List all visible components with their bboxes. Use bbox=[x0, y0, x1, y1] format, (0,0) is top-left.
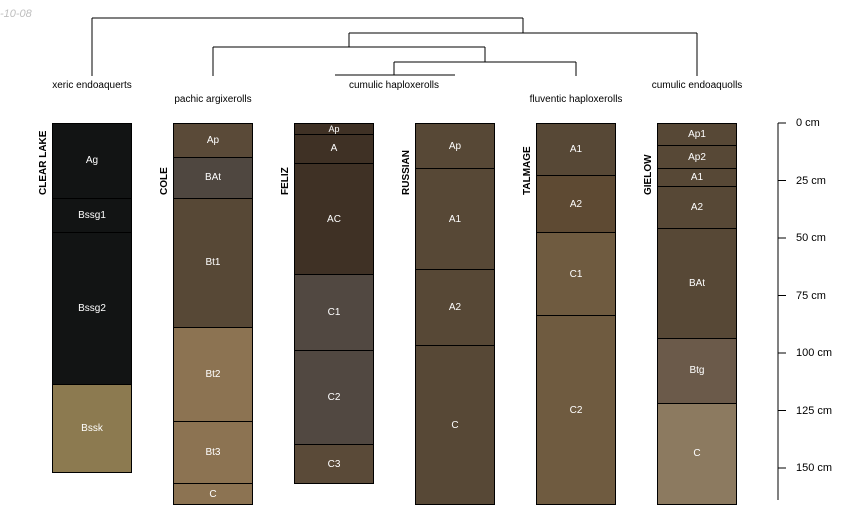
depth-tick-label: 100 cm bbox=[796, 347, 833, 359]
horizon-bat: BAt bbox=[657, 228, 737, 340]
horizon-c: C bbox=[657, 403, 737, 505]
profile-name-gielow: GIELOW bbox=[643, 154, 654, 195]
taxonomy-label-fluventic: fluventic haploxerolls bbox=[529, 94, 623, 105]
horizon-bat: BAt bbox=[173, 157, 253, 199]
taxonomy-label-cumulic-hap: cumulic haploxerolls bbox=[348, 80, 440, 91]
taxonomy-label-cumulic-endo: cumulic endoaquolls bbox=[651, 80, 743, 91]
profile-name-feliz: FELIZ bbox=[280, 167, 291, 195]
horizon-bssk: Bssk bbox=[52, 385, 132, 473]
horizon-ap: Ap bbox=[294, 123, 374, 135]
horizon-bt1: Bt1 bbox=[173, 198, 253, 328]
depth-tick-label: 25 cm bbox=[796, 174, 826, 187]
date-fragment: -10-08 bbox=[0, 8, 32, 20]
horizon-c1: C1 bbox=[536, 233, 616, 317]
horizon-a1: A1 bbox=[657, 169, 737, 188]
horizon-ap: Ap bbox=[415, 123, 495, 169]
profile-name-cole: COLE bbox=[159, 167, 170, 195]
horizon-a: A bbox=[294, 134, 374, 165]
horizon-ap2: Ap2 bbox=[657, 146, 737, 169]
depth-tick-label: 125 cm bbox=[796, 404, 833, 417]
horizon-a2: A2 bbox=[415, 270, 495, 347]
horizon-ac: AC bbox=[294, 164, 374, 275]
horizon-c: C bbox=[415, 346, 495, 505]
profile-name-russian: RUSSIAN bbox=[401, 149, 412, 195]
horizon-ag: Ag bbox=[52, 123, 132, 199]
horizon-a2: A2 bbox=[536, 175, 616, 234]
taxonomy-label-xeric: xeric endoaquerts bbox=[52, 80, 132, 91]
depth-tick-label: 0 cm bbox=[796, 117, 820, 129]
horizon-bssg1: Bssg1 bbox=[52, 198, 132, 234]
horizon-c1: C1 bbox=[294, 274, 374, 351]
horizon-c3: C3 bbox=[294, 445, 374, 485]
horizon-c2: C2 bbox=[536, 316, 616, 505]
horizon-bt3: Bt3 bbox=[173, 422, 253, 485]
horizon-c2: C2 bbox=[294, 350, 374, 445]
profile-name-talmage: TALMAGE bbox=[522, 146, 533, 195]
horizon-a1: A1 bbox=[415, 169, 495, 271]
horizon-a1: A1 bbox=[536, 123, 616, 176]
horizon-c: C bbox=[173, 484, 253, 505]
depth-tick-label: 75 cm bbox=[796, 289, 826, 302]
horizon-bssg2: Bssg2 bbox=[52, 233, 132, 386]
depth-tick-label: 150 cm bbox=[796, 462, 833, 474]
profile-name-clear-lake: CLEAR LAKE bbox=[38, 130, 49, 195]
horizon-btg: Btg bbox=[657, 339, 737, 404]
horizon-a2: A2 bbox=[657, 187, 737, 229]
depth-tick-label: 50 cm bbox=[796, 232, 826, 244]
horizon-ap: Ap bbox=[173, 123, 253, 158]
taxonomy-label-pachic: pachic argixerolls bbox=[174, 94, 252, 105]
horizon-bt2: Bt2 bbox=[173, 327, 253, 422]
horizon-ap1: Ap1 bbox=[657, 123, 737, 146]
